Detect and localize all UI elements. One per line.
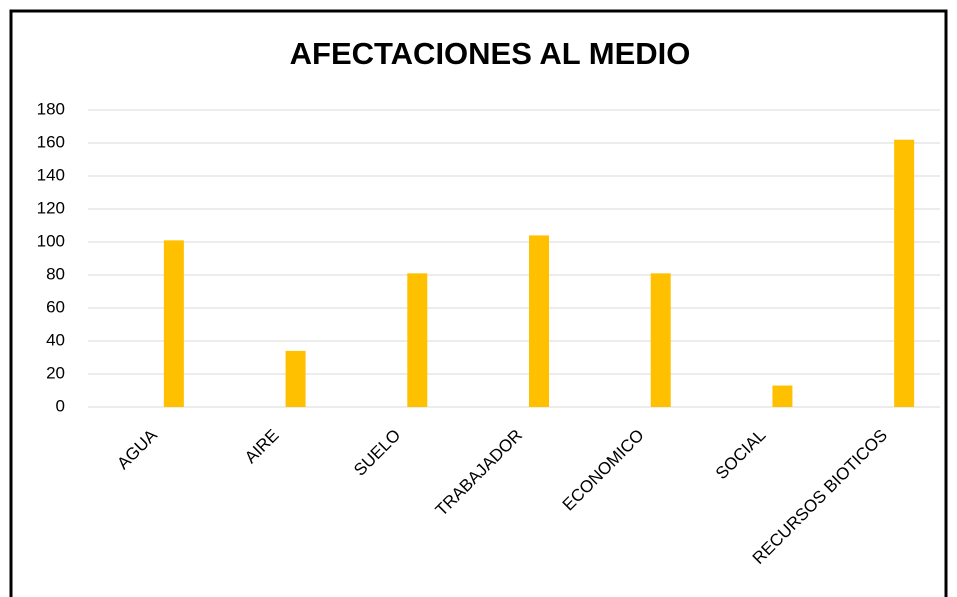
- bar: [894, 139, 915, 407]
- bar: [772, 385, 793, 407]
- bar: [407, 273, 428, 407]
- y-tick-label: 120: [37, 198, 65, 217]
- bar: [163, 240, 184, 407]
- y-tick-label: 160: [37, 132, 65, 151]
- y-tick-label: 100: [37, 231, 65, 250]
- bar: [650, 273, 671, 407]
- y-tick-label: 0: [56, 396, 65, 415]
- y-tick-label: 20: [46, 363, 65, 382]
- y-tick-label: 40: [46, 330, 65, 349]
- y-tick-label: 140: [37, 165, 65, 184]
- y-tick-label: 60: [46, 297, 65, 316]
- y-tick-label: 80: [46, 264, 65, 283]
- chart-title: AFECTACIONES AL MEDIO: [290, 36, 691, 71]
- bar: [529, 235, 549, 407]
- bar: [285, 350, 306, 407]
- y-tick-label: 180: [37, 99, 65, 118]
